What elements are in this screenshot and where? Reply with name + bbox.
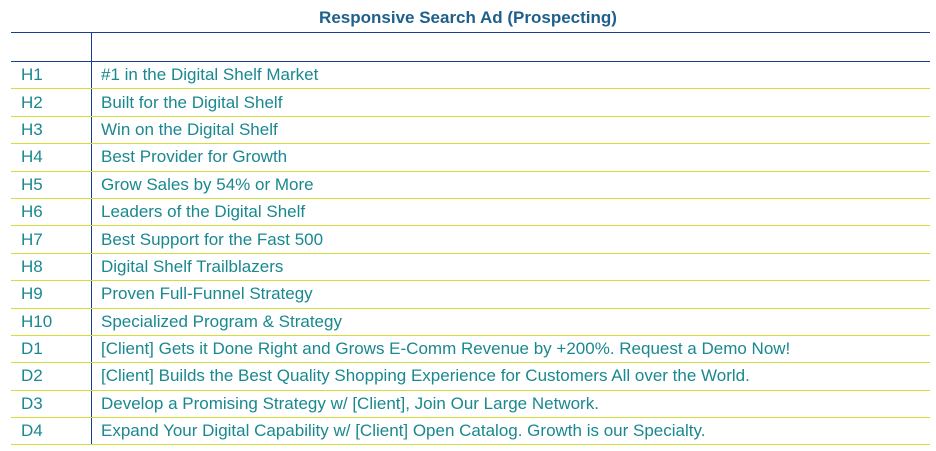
row-code: H1 — [11, 61, 92, 90]
table-row: H3 Win on the Digital Shelf — [11, 116, 930, 145]
row-text: Built for the Digital Shelf — [91, 88, 930, 117]
row-text: Develop a Promising Strategy w/ [Client]… — [91, 390, 930, 419]
table-row: D2 [Client] Builds the Best Quality Shop… — [11, 362, 930, 391]
row-code: D4 — [11, 417, 92, 446]
header-cell-text — [91, 32, 930, 62]
row-code: D1 — [11, 335, 92, 364]
row-text: [Client] Builds the Best Quality Shoppin… — [91, 362, 930, 391]
table-row: H8 Digital Shelf Trailblazers — [11, 253, 930, 282]
table-row: D4 Expand Your Digital Capability w/ [Cl… — [11, 417, 930, 446]
table-row: H5 Grow Sales by 54% or More — [11, 171, 930, 199]
table-row: H9 Proven Full-Funnel Strategy — [11, 280, 930, 309]
row-text: Best Support for the Fast 500 — [91, 225, 930, 254]
row-text: #1 in the Digital Shelf Market — [91, 61, 930, 90]
row-text: Specialized Program & Strategy — [91, 308, 930, 336]
row-code: D3 — [11, 390, 92, 419]
row-text: Win on the Digital Shelf — [91, 116, 930, 145]
row-text: Grow Sales by 54% or More — [91, 171, 930, 199]
table-title: Responsive Search Ad (Prospecting) — [319, 8, 617, 27]
table-row: D1 [Client] Gets it Done Right and Grows… — [11, 335, 930, 364]
row-code: H9 — [11, 280, 92, 309]
row-code: H6 — [11, 198, 92, 227]
table-row: D3 Develop a Promising Strategy w/ [Clie… — [11, 390, 930, 419]
row-text: [Client] Gets it Done Right and Grows E-… — [91, 335, 930, 364]
table-row: H10 Specialized Program & Strategy — [11, 308, 930, 336]
table-header-row — [11, 32, 930, 62]
row-code: H2 — [11, 88, 92, 117]
table-row: H2 Built for the Digital Shelf — [11, 88, 930, 117]
row-text: Proven Full-Funnel Strategy — [91, 280, 930, 309]
row-code: H7 — [11, 225, 92, 254]
table-row: H7 Best Support for the Fast 500 — [11, 225, 930, 254]
row-code: D2 — [11, 362, 92, 391]
header-cell-code — [11, 32, 92, 62]
table-row: H4 Best Provider for Growth — [11, 143, 930, 172]
row-code: H5 — [11, 171, 92, 199]
row-code: H3 — [11, 116, 92, 145]
row-code: H10 — [11, 308, 92, 336]
table-row: H1 #1 in the Digital Shelf Market — [11, 61, 930, 90]
row-code: H8 — [11, 253, 92, 282]
row-code: H4 — [11, 143, 92, 172]
row-text: Best Provider for Growth — [91, 143, 930, 172]
row-text: Leaders of the Digital Shelf — [91, 198, 930, 227]
table-row: H6 Leaders of the Digital Shelf — [11, 198, 930, 227]
row-text: Digital Shelf Trailblazers — [91, 253, 930, 282]
ad-copy-table: H1 #1 in the Digital Shelf Market H2 Bui… — [11, 32, 930, 446]
row-text: Expand Your Digital Capability w/ [Clien… — [91, 417, 930, 446]
